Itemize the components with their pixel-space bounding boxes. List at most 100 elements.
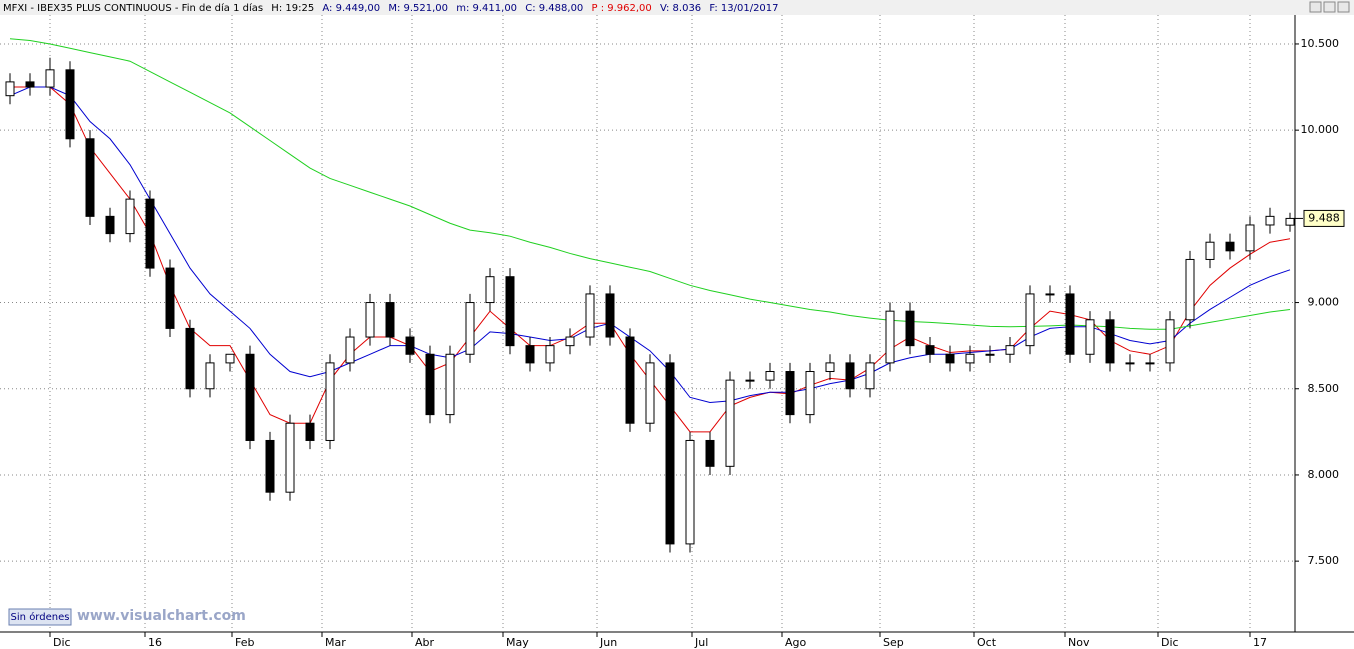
candle-body	[385, 302, 395, 338]
candle-body	[685, 439, 695, 545]
candle-body	[345, 336, 355, 364]
candle-body	[325, 362, 335, 441]
candle-body	[225, 353, 235, 364]
candle-body	[865, 362, 875, 390]
candle-body	[1085, 319, 1095, 355]
candle-body	[5, 81, 15, 97]
x-tick-label: May	[506, 636, 529, 649]
y-tick-label: 8.500	[1308, 382, 1340, 395]
candle-body	[1045, 293, 1055, 296]
candle-body	[1165, 319, 1175, 364]
y-tick-label: 10.000	[1301, 123, 1340, 136]
candle-body	[165, 267, 175, 329]
candle-body	[725, 379, 735, 467]
open: A: 9.449,00	[322, 3, 380, 14]
x-tick-label: Mar	[325, 636, 346, 649]
candle-body	[585, 293, 595, 338]
low: m: 9.411,00	[456, 3, 517, 14]
candle-body	[185, 327, 195, 390]
volume: V: 8.036	[660, 3, 701, 14]
candle-body	[525, 345, 535, 364]
high: M: 9.521,00	[388, 3, 448, 14]
candle-body	[1225, 241, 1235, 252]
candle-body	[1185, 258, 1195, 321]
candle-body	[1145, 362, 1155, 365]
close-button[interactable]	[1337, 1, 1350, 13]
symbol: MFXI - IBEX35 PLUS CONTINUOUS - Fin de d…	[3, 2, 263, 14]
candle-body	[145, 198, 155, 269]
orders[interactable]: Sin órdenes	[11, 611, 70, 623]
candle-body	[785, 371, 795, 416]
candle-body	[1025, 293, 1035, 347]
x-tick-label: Jul	[694, 636, 708, 649]
candle-body	[125, 198, 135, 235]
candle-body	[625, 336, 635, 424]
candle-body	[545, 345, 555, 364]
x-tick-label: Feb	[235, 636, 254, 649]
candle-body	[425, 353, 435, 416]
moving-average	[9, 38, 1291, 330]
candle-body	[1205, 241, 1215, 260]
candle-body	[705, 439, 715, 467]
candle-body	[365, 302, 375, 338]
date: F: 13/01/2017	[709, 3, 778, 14]
minimize-button[interactable]	[1309, 1, 1322, 13]
y-tick-label: 8.000	[1308, 468, 1340, 481]
candle-body	[265, 439, 275, 493]
hour: H: 19:25	[271, 3, 314, 14]
candle-body	[1105, 319, 1115, 364]
y-tick-label: 10.500	[1301, 37, 1340, 50]
candle-body	[825, 362, 835, 373]
candle-body	[765, 371, 775, 381]
header: MFXI - IBEX35 PLUS CONTINUOUS - Fin de d…	[3, 2, 779, 14]
x-tick-label: Dic	[53, 636, 71, 649]
candle-body	[45, 69, 55, 88]
candle-body	[105, 215, 115, 235]
candle-body	[1125, 362, 1135, 365]
candle-body	[25, 81, 35, 88]
candle-body	[805, 371, 815, 416]
candle-body	[85, 138, 95, 217]
x-tick-label: 16	[148, 636, 162, 649]
candle-body	[605, 293, 615, 338]
x-tick-label: 17	[1253, 636, 1267, 649]
candle-body	[405, 336, 415, 355]
site: www.visualchart.com	[77, 608, 246, 624]
candle-body	[1265, 215, 1275, 226]
candle-body	[1285, 217, 1295, 226]
candle-body	[885, 310, 895, 364]
candle-body	[745, 379, 755, 382]
x-tick-label: Abr	[415, 636, 435, 649]
last-price-label: 9.488	[1308, 211, 1340, 224]
candle-body	[285, 422, 295, 493]
x-tick-label: Sep	[883, 636, 904, 649]
candle-body	[1245, 224, 1255, 252]
y-tick-label: 9.000	[1308, 296, 1340, 309]
orders-button[interactable]	[8, 608, 72, 626]
x-tick-label: Ago	[785, 636, 807, 649]
candle-body	[205, 362, 215, 390]
moving-average	[9, 86, 1291, 404]
candle-body	[485, 276, 495, 304]
close: C: 9.488,00	[525, 3, 583, 14]
candle-body	[465, 302, 475, 355]
candle-body	[1005, 345, 1015, 355]
candle-body	[1065, 293, 1075, 355]
y-tick-label: 7.500	[1308, 554, 1340, 567]
maximize-button[interactable]	[1323, 1, 1336, 13]
window-buttons[interactable]	[1309, 1, 1350, 13]
candle-body	[845, 362, 855, 390]
candle-body	[245, 353, 255, 441]
x-tick-label: Jun	[599, 636, 617, 649]
candle-body	[945, 353, 955, 364]
header-bar	[0, 0, 1354, 15]
last-price-box	[1303, 209, 1345, 227]
candle-body	[985, 353, 995, 356]
candle-body	[925, 345, 935, 355]
prev: P : 9.962,00	[591, 3, 651, 14]
candle-body	[565, 336, 575, 347]
candle-body	[905, 310, 915, 347]
candle-body	[505, 276, 515, 347]
